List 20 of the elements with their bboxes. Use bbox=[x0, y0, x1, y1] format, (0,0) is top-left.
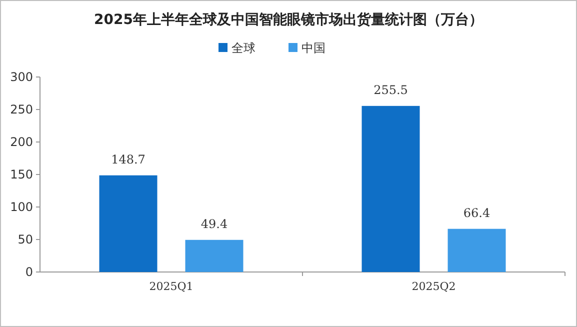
chart-title: 2025年上半年全球及中国智能眼镜市场出货量统计图（万台） bbox=[94, 11, 483, 28]
bar bbox=[185, 240, 244, 272]
data-label: 255.5 bbox=[374, 82, 408, 97]
data-label: 148.7 bbox=[111, 152, 146, 166]
bar bbox=[448, 228, 506, 272]
bar bbox=[362, 106, 420, 272]
y-tick-label: 150 bbox=[10, 168, 33, 182]
y-tick-label: 200 bbox=[10, 135, 33, 149]
data-label: 66.4 bbox=[463, 206, 490, 220]
x-tick-label: 2025Q2 bbox=[412, 280, 456, 293]
y-tick-label: 250 bbox=[10, 102, 33, 116]
legend-label: 全球 bbox=[232, 41, 256, 55]
y-tick-label: 100 bbox=[10, 200, 33, 214]
y-tick-label: 50 bbox=[18, 232, 33, 246]
y-tick-label: 300 bbox=[10, 70, 33, 84]
data-label: 49.4 bbox=[200, 216, 228, 231]
y-tick-label: 0 bbox=[25, 265, 33, 279]
bar bbox=[99, 175, 158, 272]
legend-label: 中国 bbox=[302, 41, 326, 55]
x-tick-label: 2025Q1 bbox=[149, 280, 194, 293]
